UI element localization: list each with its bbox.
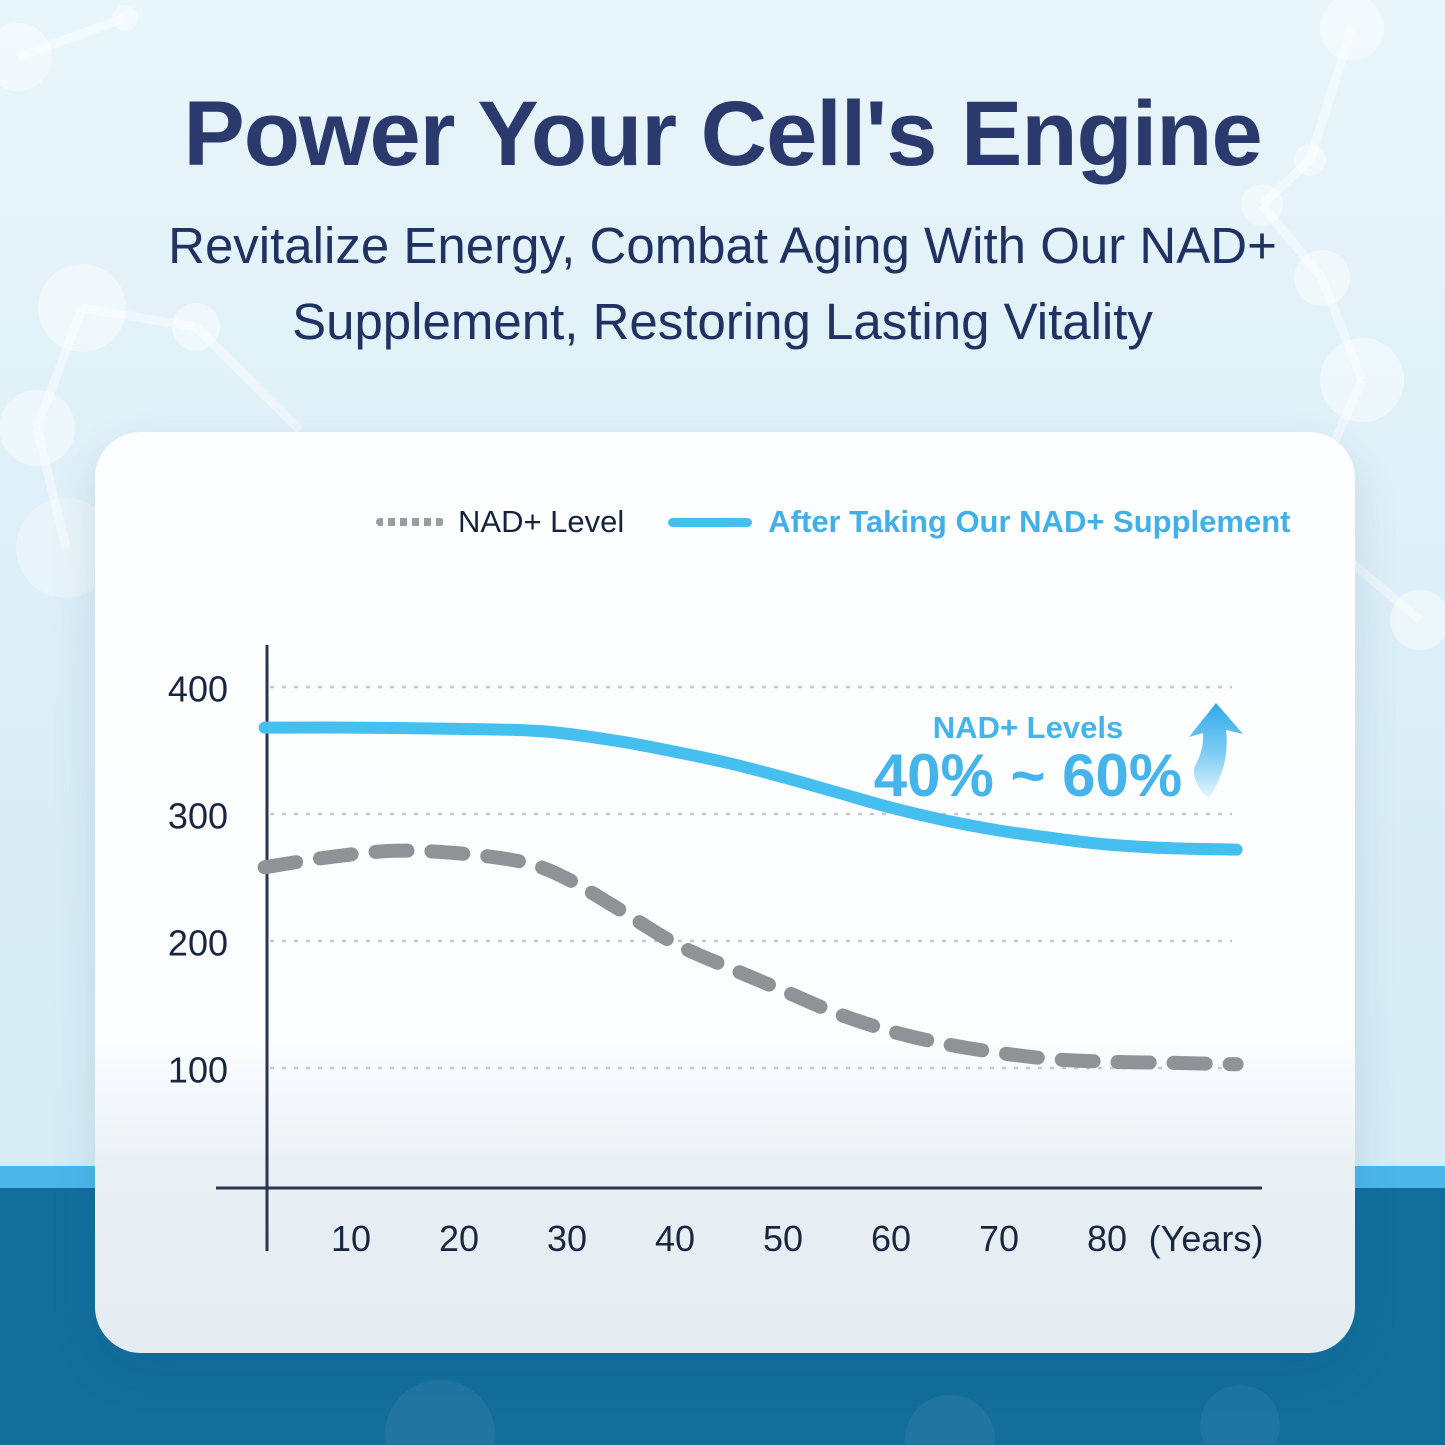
legend-label-nad-level: NAD+ Level [458, 504, 625, 539]
legend-item-nad-level: NAD+ Level [376, 504, 624, 540]
chart-legend: NAD+ Level After Taking Our NAD+ Supplem… [376, 503, 1290, 541]
solid-line-swatch-icon [668, 517, 753, 527]
chart-annotation: NAD+ Levels 40% ~ 60% [860, 711, 1196, 807]
dashed-line-swatch-icon [376, 518, 444, 526]
up-arrow-icon [1189, 703, 1243, 798]
annotation-title: NAD+ Levels [932, 710, 1124, 745]
page-subtitle: Revitalize Energy, Combat Aging With Our… [0, 208, 1445, 360]
page-title: Power Your Cell's Engine [183, 83, 1262, 185]
chart-card [95, 432, 1355, 1353]
subtitle-line-1: Revitalize Energy, Combat Aging With Our… [168, 217, 1277, 274]
legend-label-supplement: After Taking Our NAD+ Supplement [768, 504, 1291, 539]
annotation-percentage: 40% ~ 60% [873, 742, 1183, 809]
legend-item-supplement: After Taking Our NAD+ Supplement [668, 504, 1290, 540]
subtitle-line-2: Supplement, Restoring Lasting Vitality [292, 293, 1153, 350]
